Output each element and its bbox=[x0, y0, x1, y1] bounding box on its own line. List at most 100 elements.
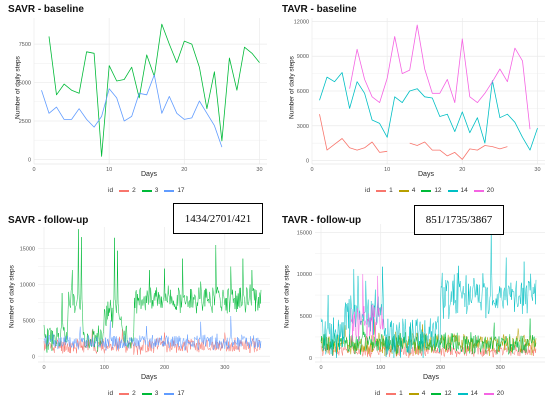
x-tick-label: 10 bbox=[106, 167, 112, 173]
legend-label: 14 bbox=[470, 390, 478, 397]
x-tick-label: 20 bbox=[459, 167, 465, 173]
legend-swatch bbox=[408, 392, 419, 395]
x-tick-label: 300 bbox=[220, 365, 229, 371]
legend-title: id bbox=[365, 187, 371, 194]
legend-item-1: 1 bbox=[386, 390, 403, 397]
series-line-17 bbox=[43, 315, 262, 351]
legend-label: 2 bbox=[132, 390, 136, 397]
x-tick-label: 30 bbox=[534, 167, 540, 173]
y-tick-label: 12000 bbox=[294, 19, 309, 25]
y-tick-label: 5000 bbox=[23, 318, 35, 324]
y-tick-label: 7500 bbox=[19, 42, 31, 48]
legend-swatch bbox=[386, 392, 397, 395]
chart-title: SAVR - follow-up bbox=[8, 215, 89, 226]
legend-item-12: 12 bbox=[421, 187, 442, 194]
legend-swatch bbox=[141, 392, 152, 395]
legend-item-4: 4 bbox=[398, 187, 416, 194]
panel-tavr-followup: TAVR - follow-up Number of daily steps 0… bbox=[275, 203, 550, 406]
series-line-14 bbox=[320, 226, 537, 359]
legend-swatch bbox=[119, 392, 130, 395]
grid bbox=[38, 227, 270, 362]
legend-item-4: 4 bbox=[408, 390, 426, 397]
series-line-20 bbox=[349, 24, 531, 130]
legend-item-14: 14 bbox=[457, 390, 478, 397]
legend-item-17: 17 bbox=[164, 187, 185, 194]
x-tick-label: 100 bbox=[100, 365, 109, 371]
legend-label: 2 bbox=[132, 187, 136, 194]
y-tick-label: 6000 bbox=[297, 89, 309, 95]
legend-label: 17 bbox=[177, 187, 185, 194]
legend-item-2: 2 bbox=[119, 187, 136, 194]
y-tick-label: 0 bbox=[28, 157, 31, 163]
legend-swatch bbox=[376, 189, 387, 192]
legend-title: id bbox=[108, 187, 114, 194]
legend: id 2 3 17 bbox=[108, 390, 185, 397]
x-tick-label: 100 bbox=[376, 365, 385, 371]
legend-title: id bbox=[108, 390, 114, 397]
legend-label: 4 bbox=[411, 187, 416, 194]
series-line-3 bbox=[43, 228, 262, 353]
y-tick-label: 0 bbox=[309, 356, 312, 362]
y-tick-label: 0 bbox=[32, 354, 35, 360]
legend-swatch bbox=[457, 392, 468, 395]
legend-item-20: 20 bbox=[483, 390, 505, 397]
y-tick-label: 9000 bbox=[297, 54, 309, 60]
legend-swatch bbox=[431, 392, 442, 395]
legend-item-3: 3 bbox=[141, 187, 159, 194]
legend-label: 12 bbox=[444, 390, 452, 397]
series-line-1 bbox=[319, 114, 508, 160]
legend: id 1 4 12 14 20 bbox=[375, 390, 504, 397]
series-line-17 bbox=[41, 74, 223, 148]
series-line-12 bbox=[320, 318, 537, 355]
x-tick-label: 20 bbox=[181, 167, 187, 173]
y-tick-label: 15000 bbox=[297, 230, 312, 236]
legend-item-1: 1 bbox=[376, 187, 393, 194]
y-tick-label: 0 bbox=[306, 159, 309, 165]
grid bbox=[33, 18, 267, 164]
x-tick-label: 0 bbox=[42, 365, 45, 371]
y-tick-label: 10000 bbox=[297, 272, 312, 278]
y-tick-label: 5000 bbox=[19, 81, 31, 87]
legend-swatch bbox=[483, 392, 494, 395]
chart-title: TAVR - follow-up bbox=[282, 215, 362, 226]
legend-label: 3 bbox=[154, 390, 159, 397]
legend-swatch bbox=[421, 189, 432, 192]
legend-swatch bbox=[447, 189, 458, 192]
panel-savr-followup: SAVR - follow-up Number of daily steps 0… bbox=[0, 203, 275, 406]
legend-label: 1 bbox=[389, 187, 393, 194]
y-tick-label: 10000 bbox=[20, 282, 35, 288]
legend-label: 1 bbox=[399, 390, 403, 397]
series-line-2 bbox=[43, 328, 262, 356]
legend-swatch bbox=[398, 189, 409, 192]
legend: id 1 4 12 14 20 bbox=[365, 187, 494, 194]
x-tick-label: 0 bbox=[310, 167, 313, 173]
legend-label: 20 bbox=[496, 390, 505, 397]
chart-plot: 0 3000 6000 9000 12000 0 10 20 30 bbox=[294, 18, 545, 173]
series-line-20 bbox=[350, 273, 384, 344]
x-axis-label: Days bbox=[141, 374, 157, 381]
annotation-box: 1434/2701/421 bbox=[173, 203, 263, 234]
y-tick-label: 5000 bbox=[300, 314, 312, 320]
legend-label: 4 bbox=[421, 390, 426, 397]
y-tick-label: 15000 bbox=[20, 247, 35, 253]
legend-label: 3 bbox=[154, 187, 159, 194]
legend-item-2: 2 bbox=[119, 390, 136, 397]
legend-title: id bbox=[375, 390, 381, 397]
annotation-box: 851/1735/3867 bbox=[414, 205, 504, 235]
chart-title: TAVR - baseline bbox=[282, 4, 357, 15]
chart-plot: 0 2500 5000 7500 0 10 20 30 bbox=[19, 18, 267, 173]
legend-label: 20 bbox=[486, 187, 495, 194]
legend-label: 12 bbox=[434, 187, 442, 194]
x-tick-label: 10 bbox=[384, 167, 390, 173]
legend-label: 14 bbox=[460, 187, 468, 194]
grid bbox=[315, 224, 545, 362]
x-tick-label: 200 bbox=[160, 365, 169, 371]
x-axis-label: Days bbox=[423, 374, 439, 381]
x-tick-label: 30 bbox=[256, 167, 262, 173]
legend-swatch bbox=[164, 189, 175, 192]
x-tick-label: 0 bbox=[32, 167, 35, 173]
series-line-14 bbox=[319, 72, 538, 151]
x-tick-label: 0 bbox=[319, 365, 322, 371]
